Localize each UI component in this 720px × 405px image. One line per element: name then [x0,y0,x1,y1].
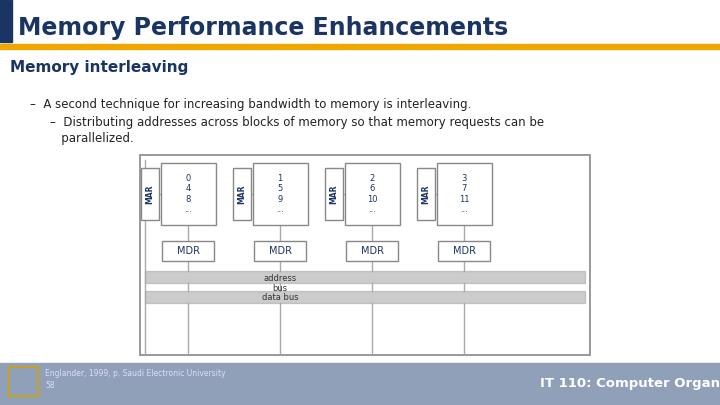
Text: MDR: MDR [361,246,384,256]
Bar [254,241,306,261]
Bar [325,168,343,220]
Bar [145,291,585,303]
Text: MDR: MDR [452,246,475,256]
Text: 2
6
10
...: 2 6 10 ... [366,174,377,214]
Text: MAR: MAR [145,184,154,204]
Text: Memory interleaving: Memory interleaving [10,60,189,75]
Bar [233,168,251,220]
Text: MAR: MAR [421,184,430,204]
Bar [0,0,12,42]
Text: –  Distributing addresses across blocks of memory so that memory requests can be: – Distributing addresses across blocks o… [50,116,544,129]
Text: MDR: MDR [269,246,292,256]
Text: IT 110: Computer Organization: IT 110: Computer Organization [540,377,720,390]
Bar [346,241,398,261]
Text: –  A second technique for increasing bandwidth to memory is interleaving.: – A second technique for increasing band… [30,98,472,111]
Text: Englander, 1999, p. Saudi Electronic University: Englander, 1999, p. Saudi Electronic Uni… [45,369,225,378]
Bar [344,163,400,225]
Text: data bus: data bus [261,292,298,301]
Bar [436,163,492,225]
Text: Memory Performance Enhancements: Memory Performance Enhancements [18,16,508,40]
Text: 0
4
8
...: 0 4 8 ... [184,174,192,214]
Bar [438,241,490,261]
Text: MDR: MDR [176,246,199,256]
Bar [145,271,585,283]
Text: MAR: MAR [329,184,338,204]
Bar [0,363,720,405]
Bar [161,163,215,225]
Bar [416,168,434,220]
Bar [10,368,36,394]
Text: parallelized.: parallelized. [50,132,134,145]
Text: 3
7
11
...: 3 7 11 ... [459,174,469,214]
Bar [253,163,307,225]
Bar [162,241,214,261]
Bar [8,366,38,396]
Text: address
bus: address bus [264,274,297,293]
Text: 1
5
9
...: 1 5 9 ... [276,174,284,214]
Text: 58: 58 [45,381,55,390]
Bar [140,168,158,220]
Bar [140,155,590,355]
Text: MAR: MAR [237,184,246,204]
Bar [0,44,720,49]
